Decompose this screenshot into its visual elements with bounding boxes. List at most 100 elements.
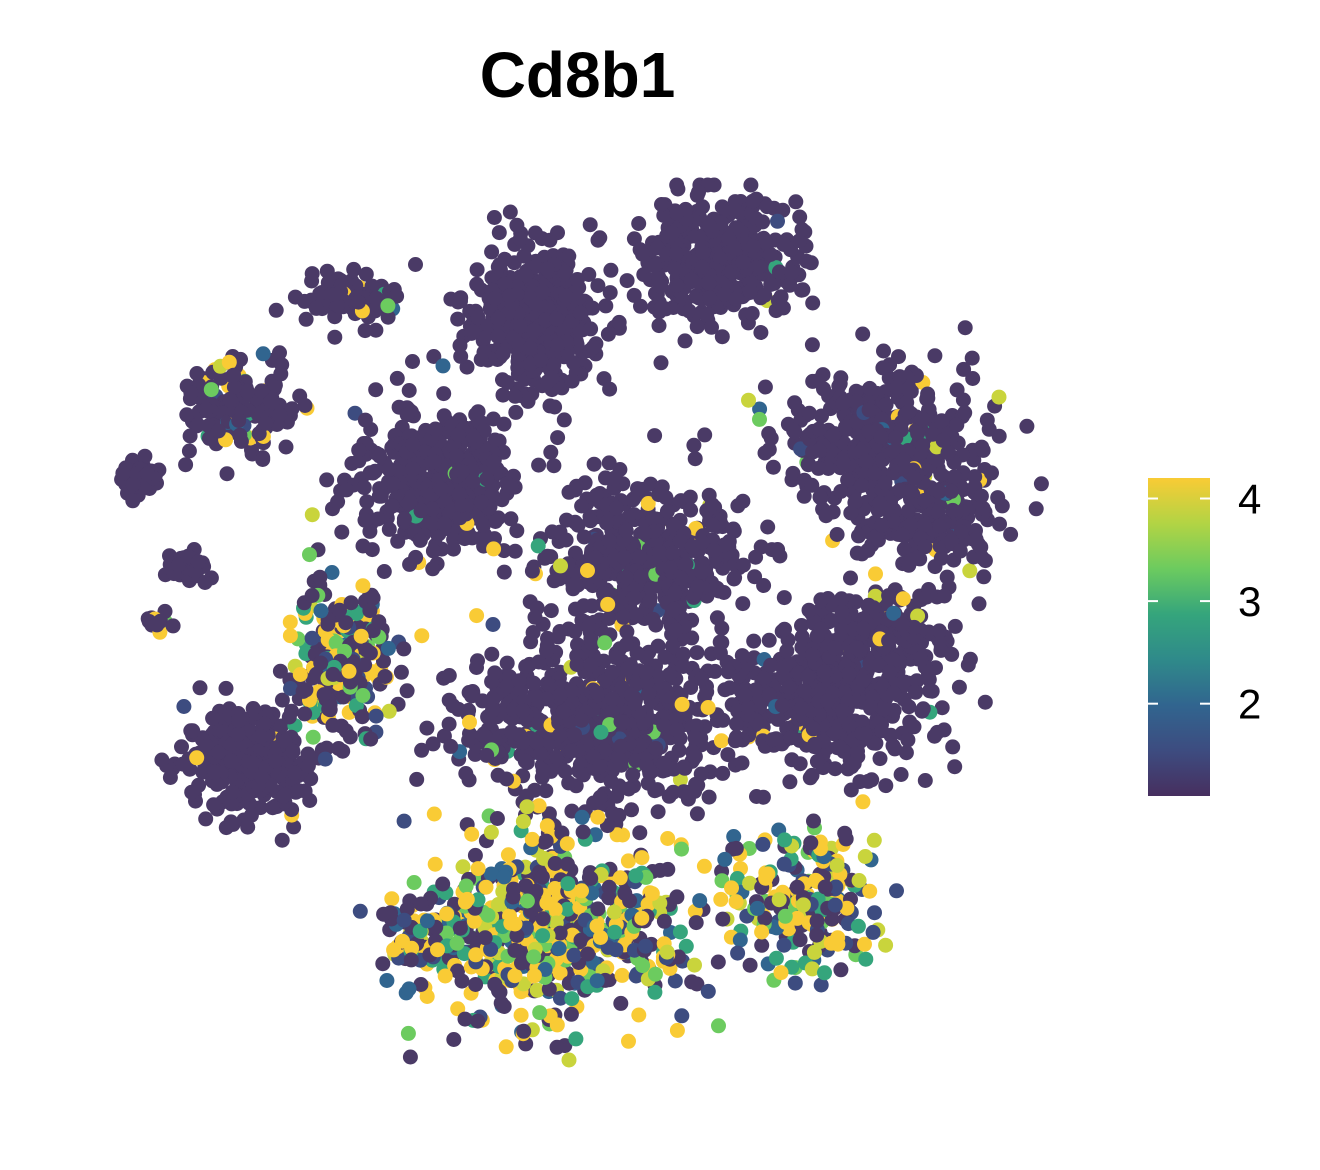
cell-point [346,261,362,277]
cell-point [409,771,425,787]
cell-point [957,405,973,421]
cell-point [715,911,731,927]
cell-point [624,802,639,818]
cell-point [564,991,580,1007]
cell-point [775,660,791,676]
cell-point [962,563,978,579]
cell-point [776,937,792,953]
cell-point [876,343,891,359]
cell-point [645,510,661,526]
cell-point [453,290,469,306]
cell-point [546,357,562,373]
cell-point [317,751,333,767]
cell-point [787,975,803,991]
cell-point [272,407,288,423]
cell-point [843,505,859,521]
cell-point [704,319,719,335]
cell-point [330,494,346,510]
cell-point [569,657,585,672]
cell-point [811,421,827,437]
cell-point [485,702,500,718]
cell-point [478,879,494,895]
cell-point [877,475,893,491]
cell-point [443,738,459,754]
cell-point [659,944,675,960]
cell-point [818,508,834,524]
cell-point [717,851,733,867]
cell-point [794,618,809,633]
cell-point [573,932,589,948]
cell-point [914,703,930,719]
cell-point [357,412,373,428]
cell-point [541,806,557,822]
cell-point [971,596,987,612]
cell-point [802,770,818,786]
cell-point [405,461,421,477]
cell-point [518,659,534,674]
cell-point [788,194,804,210]
cell-point [490,328,506,344]
cell-point [534,869,550,885]
cell-point [964,350,980,366]
cell-point [777,908,793,924]
cell-point [647,258,663,274]
cell-point [665,545,681,561]
cell-point [878,778,894,794]
cell-point [465,473,481,489]
cell-point [617,885,633,901]
cell-point [714,329,730,345]
cell-point [203,382,219,398]
cell-point [282,628,298,644]
cell-point [576,529,592,545]
cell-point [722,680,738,696]
cell-point [900,732,916,748]
cell-point [540,374,556,390]
cell-point [651,318,667,334]
cell-point [900,503,916,519]
cell-point [469,262,485,278]
cell-point [502,204,518,220]
cell-point [549,1039,565,1055]
cell-point [781,680,797,695]
cell-point [376,564,392,579]
cell-point [507,388,523,404]
cell-point [691,184,706,200]
cell-point [435,358,451,374]
cell-point [776,237,792,252]
cell-point [960,657,976,673]
cell-point [563,1006,579,1022]
cell-point [372,448,387,464]
cell-point [700,983,716,999]
cell-point [381,703,397,719]
cell-point [667,973,683,989]
cell-point [559,512,574,528]
cell-point [712,645,728,661]
cell-point [547,399,563,415]
cell-point [239,384,255,400]
cell-point [669,277,684,293]
cell-point [992,516,1007,532]
cell-point [600,326,616,342]
cell-point [426,806,442,822]
cell-point [316,687,332,703]
cell-point [886,685,902,701]
cell-point [538,833,554,849]
cell-point [834,604,850,620]
cell-point [516,1023,532,1039]
cell-point [831,739,847,755]
cell-point [377,669,393,684]
cell-point [390,533,406,549]
cell-point [452,338,468,353]
cell-point [784,265,800,281]
cell-point [496,416,512,432]
cell-point [125,493,141,509]
cell-point [835,395,851,411]
cell-point [656,717,672,733]
cell-point [637,526,653,542]
cell-point [732,932,748,948]
cell-point [991,428,1007,444]
cell-point [977,694,993,710]
cell-point [776,590,792,606]
cell-point [543,444,559,460]
cell-point [990,490,1006,506]
